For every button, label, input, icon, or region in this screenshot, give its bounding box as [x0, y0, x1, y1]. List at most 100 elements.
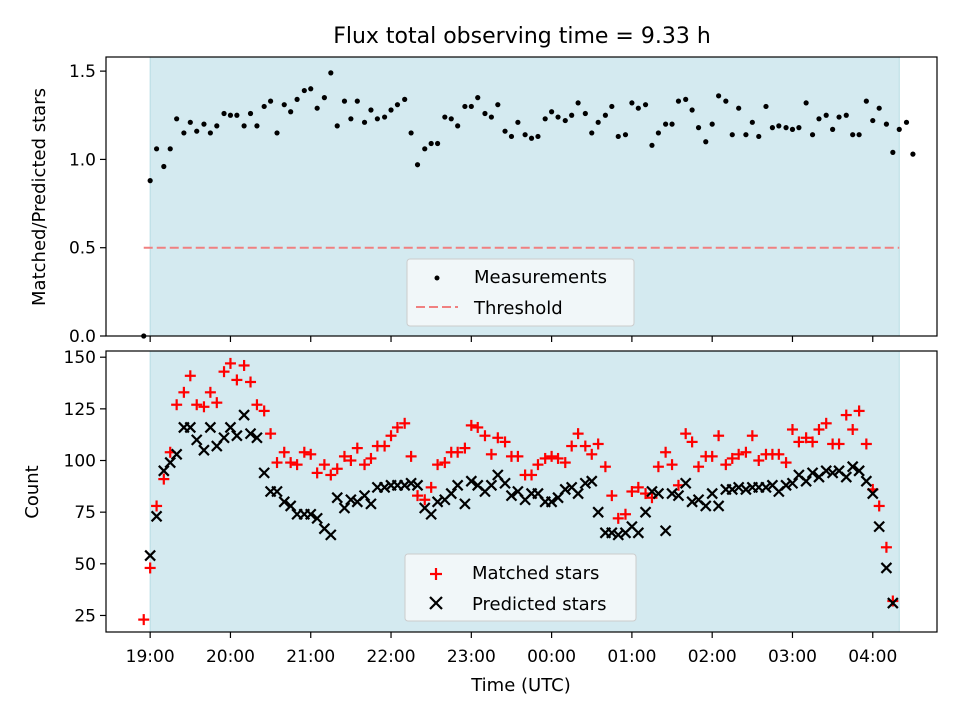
measurement-point: [689, 107, 695, 113]
measurement-point: [756, 133, 762, 140]
measurement-point: [675, 98, 682, 104]
x-axis-label: Time (UTC): [470, 675, 571, 696]
matched-star-point: [720, 459, 732, 471]
matched-star-point: [746, 430, 758, 442]
matched-star-point: [532, 459, 544, 471]
predicted-star-point: [820, 465, 832, 477]
measurement-point: [736, 105, 742, 111]
matched-star-point: [379, 440, 391, 452]
matched-star-point: [251, 399, 263, 411]
predicted-star-point: [198, 444, 210, 456]
bottom-y-tick-label: 100: [64, 452, 96, 472]
predicted-star-point: [760, 481, 772, 494]
predicted-star-point: [238, 409, 250, 421]
measurement-point: [876, 105, 882, 111]
measurement-point: [729, 132, 735, 138]
predicted-star-point: [699, 500, 712, 512]
predicted-star-point: [786, 477, 799, 490]
measurement-point: [749, 119, 755, 125]
measurement-point: [663, 121, 669, 127]
matched-star-point: [546, 450, 558, 462]
predicted-star-point: [451, 479, 464, 492]
measurement-point: [482, 110, 488, 117]
predicted-star-point: [358, 489, 371, 502]
measurement-point: [883, 121, 890, 127]
bottom-y-tick-label: 125: [64, 400, 96, 420]
matched-star-point: [833, 438, 845, 450]
predicted-star-point: [646, 485, 658, 498]
measurement-point: [281, 102, 287, 108]
measurement-point: [595, 119, 601, 125]
matched-star-point: [632, 481, 644, 493]
matched-star-point: [880, 541, 892, 553]
legend-measurements-label: Measurements: [474, 267, 607, 288]
matched-star-point: [278, 446, 290, 458]
measurement-point: [549, 109, 555, 115]
matched-star-point: [485, 448, 497, 460]
measurement-point: [174, 116, 180, 122]
predicted-star-point: [572, 487, 584, 500]
measurement-point: [622, 132, 629, 138]
matched-star-point: [238, 359, 250, 371]
matched-star-point: [345, 455, 357, 467]
predicted-star-point: [726, 483, 739, 496]
predicted-star-point: [652, 487, 665, 500]
matched-star-point: [847, 424, 859, 436]
measurement-point: [241, 123, 247, 129]
measurement-point: [615, 133, 621, 140]
predicted-star-point: [218, 432, 230, 444]
measurement-point: [669, 121, 675, 127]
matched-star-point: [686, 436, 698, 448]
measurement-point: [629, 100, 635, 106]
measurement-point: [462, 103, 468, 110]
top-y-tick-label: 1.5: [69, 62, 96, 82]
measurement-point: [562, 117, 568, 124]
measurement-point: [495, 102, 501, 108]
legend-threshold-label: Threshold: [473, 298, 563, 319]
predicted-star-point: [860, 475, 873, 487]
predicted-star-point: [826, 467, 839, 479]
predicted-star-point: [445, 487, 458, 500]
predicted-star-point: [244, 427, 257, 440]
legend-matched-label: Matched stars: [472, 563, 599, 584]
predicted-star-point: [740, 483, 752, 496]
measurement-point: [723, 98, 729, 104]
measurement-point: [247, 110, 254, 117]
predicted-star-point: [278, 496, 291, 508]
matched-star-point: [452, 446, 464, 458]
bottom-plot-frame: [105, 350, 938, 633]
measurement-point: [542, 116, 548, 122]
predicted-star-point: [585, 475, 598, 487]
matched-star-point: [198, 401, 210, 413]
predicted-star-point: [465, 475, 478, 487]
measurement-point: [442, 114, 448, 120]
predicted-star-point: [499, 477, 511, 490]
matched-star-point: [740, 446, 752, 458]
matched-star-point: [365, 452, 377, 464]
measurement-point: [769, 125, 776, 131]
predicted-star-point: [150, 510, 163, 523]
matched-star-point: [305, 448, 317, 460]
predicted-star-point: [258, 467, 270, 479]
bottom-y-axis-label: Count: [22, 465, 43, 518]
predicted-star-point: [712, 500, 725, 512]
matched-star-point: [184, 370, 196, 382]
matched-stars-series: [138, 357, 899, 626]
matched-star-point: [813, 424, 825, 436]
matched-star-point: [733, 448, 745, 460]
measurement-point: [201, 121, 207, 127]
predicted-star-point: [144, 549, 156, 562]
measurement-point: [147, 178, 153, 184]
predicted-star-point: [866, 487, 879, 500]
matched-star-point: [385, 430, 397, 442]
measurement-point: [153, 146, 160, 152]
measurement-point: [468, 103, 474, 110]
matched-star-point: [138, 614, 150, 626]
matched-star-point: [231, 374, 243, 386]
measurement-point: [515, 119, 521, 125]
measurement-point: [856, 132, 862, 138]
predicted-star-point: [251, 432, 263, 444]
top-x-ticks: [149, 336, 874, 342]
predicted-star-point: [485, 479, 498, 492]
top-y-tick-label: 1.0: [69, 150, 96, 170]
